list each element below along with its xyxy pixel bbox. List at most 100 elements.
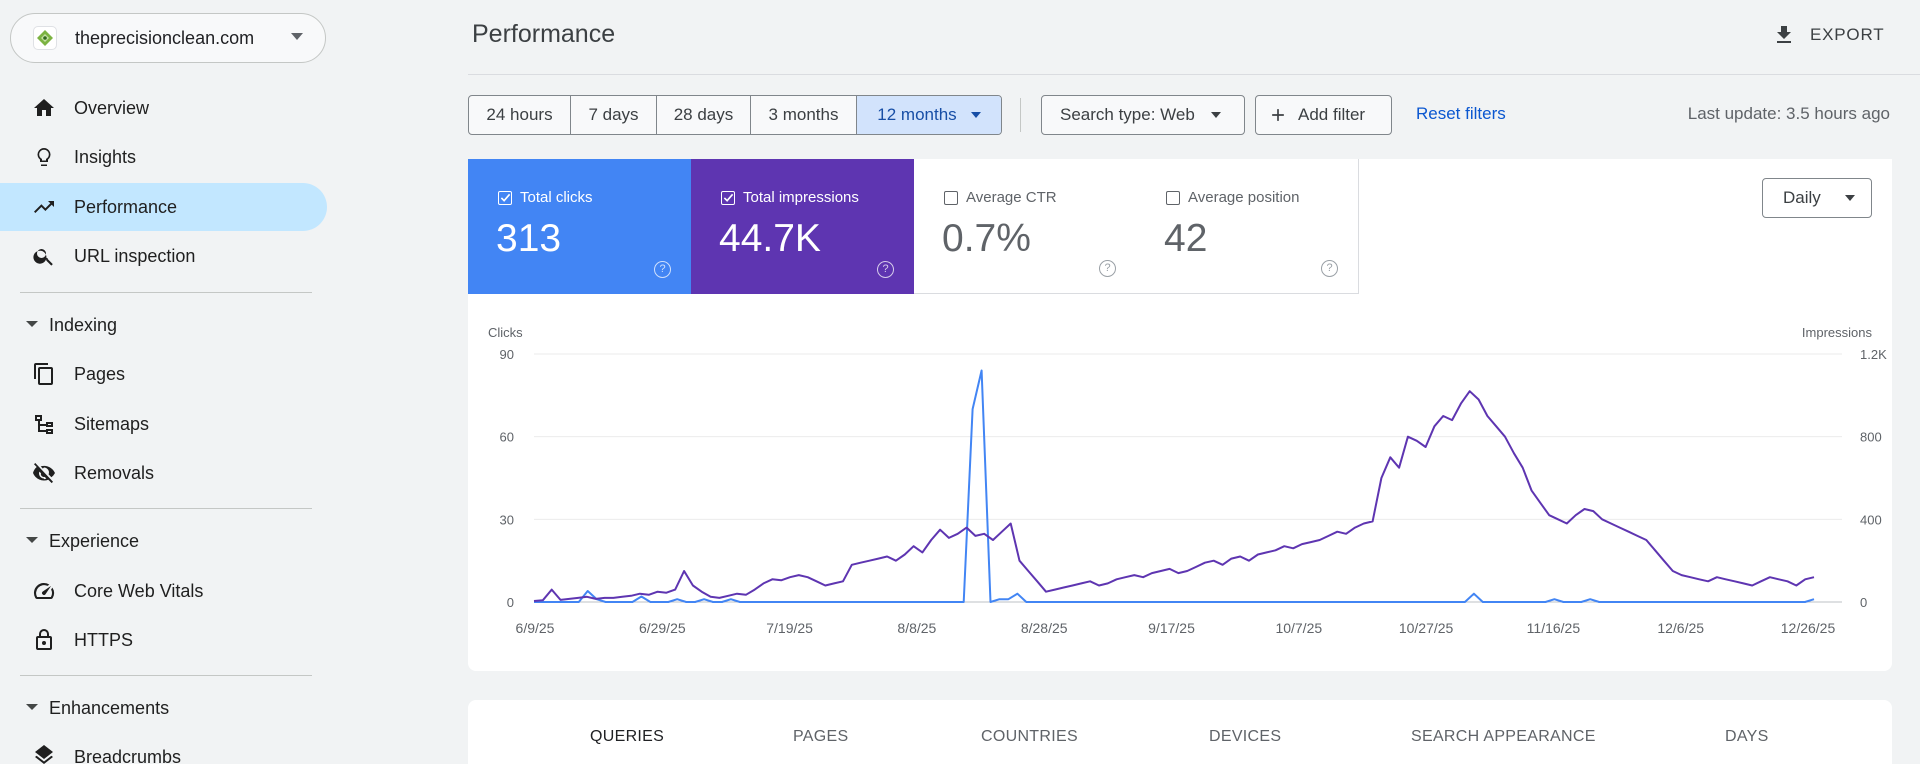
export-label: EXPORT [1810,25,1885,44]
tab-days[interactable]: DAYS [1725,728,1769,745]
trending-up-icon [34,201,54,213]
nav-removals-label: Removals [74,462,155,483]
nav-performance-label: Performance [74,196,178,217]
nav-https-label: HTTPS [74,629,134,650]
pages-icon [34,363,53,385]
tab-queries[interactable]: QUERIES [590,728,665,745]
range-28-days[interactable]: 28 days [657,96,751,134]
date-range-selector: 24 hours 7 days 28 days 3 months 12 mont… [468,95,1002,135]
range-12-months-label: 12 months [877,105,957,124]
nav-breadcrumbs[interactable]: Breadcrumbs [0,733,327,764]
x-tick-label: 12/26/25 [1781,620,1836,636]
metric-clicks-label: Total clicks [520,189,593,206]
range-7-days[interactable]: 7 days [571,96,657,134]
export-button[interactable]: EXPORT [1772,20,1884,50]
section-experience[interactable]: Experience [0,521,330,561]
caret-down-icon [26,704,38,710]
checkbox-unchecked-icon[interactable] [1166,190,1180,205]
sidebar: theprecisionclean.com Overview Insights … [0,0,330,764]
checkbox-checked-icon[interactable] [498,190,512,205]
metric-average-ctr[interactable]: Average CTR 0.7% ? [914,159,1137,294]
tab-search-appearance[interactable]: SEARCH APPEARANCE [1411,728,1596,745]
x-tick-label: 11/16/25 [1527,620,1581,636]
chevron-down-icon [1845,195,1855,201]
section-indexing[interactable]: Indexing [0,305,330,345]
y-left-axis-label: Clicks [488,325,523,340]
nav-performance[interactable]: Performance [0,183,327,231]
property-selector[interactable]: theprecisionclean.com [10,13,326,63]
metric-position-value: 42 [1164,217,1208,260]
granularity-label: Daily [1783,188,1821,207]
help-icon[interactable]: ? [877,261,894,278]
download-icon [1777,26,1791,43]
caret-down-icon [26,537,38,543]
last-update-text: Last update: 3.5 hours ago [1687,104,1890,123]
series-line-impressions [533,390,1815,602]
add-filter-button[interactable]: Add filter [1255,95,1392,135]
nav-url-inspection[interactable]: URL inspection [0,232,327,280]
help-icon[interactable]: ? [1321,260,1338,277]
nav-overview-label: Overview [74,97,150,118]
range-24-hours[interactable]: 24 hours [469,96,571,134]
search-type-label: Search type: Web [1060,105,1195,124]
granularity-selector[interactable]: Daily [1762,178,1872,218]
caret-down-icon [26,321,38,327]
metric-position-label: Average position [1188,189,1300,206]
nav-overview[interactable]: Overview [0,84,327,132]
nav-insights[interactable]: Insights [0,133,327,181]
nav-insights-label: Insights [74,146,137,167]
metric-ctr-label: Average CTR [966,189,1057,206]
nav-https[interactable]: HTTPS [0,616,327,664]
section-enhancements[interactable]: Enhancements [0,688,330,728]
help-icon[interactable]: ? [654,261,671,278]
x-tick-label: 10/27/25 [1399,620,1454,636]
checkbox-unchecked-icon[interactable] [944,190,958,205]
tab-pages[interactable]: PAGES [793,728,849,745]
nav-pages-label: Pages [74,363,126,384]
search-icon [33,249,53,266]
header-divider [468,74,1920,75]
page-title: Performance [472,20,616,48]
y-right-tick-label: 800 [1860,430,1882,445]
metric-total-impressions[interactable]: Total impressions 44.7K ? [691,159,914,294]
tab-countries[interactable]: COUNTRIES [981,728,1078,745]
metric-total-clicks[interactable]: Total clicks 313 ? [468,159,691,294]
y-right-tick-label: 400 [1860,512,1882,527]
metric-impressions-label: Total impressions [743,189,859,206]
reset-filters-link[interactable]: Reset filters [1416,104,1506,123]
x-tick-label: 7/19/25 [766,620,813,636]
x-tick-label: 10/7/25 [1275,620,1322,636]
nav-removals[interactable]: Removals [0,449,327,497]
metric-average-position[interactable]: Average position 42 ? [1136,159,1359,294]
range-3-months[interactable]: 3 months [751,96,857,134]
x-tick-label: 8/28/25 [1021,620,1068,636]
chevron-down-icon [291,33,303,40]
metric-impressions-value: 44.7K [719,217,821,260]
layers-icon [35,745,53,764]
speed-gauge-icon [33,582,55,600]
nav-sitemaps[interactable]: Sitemaps [0,400,327,448]
home-icon [34,99,54,116]
lock-icon [36,629,52,650]
nav-breadcrumbs-label: Breadcrumbs [74,746,182,764]
y-left-tick-label: 60 [500,430,514,445]
visibility-off-icon [33,463,55,484]
nav-core-web-vitals[interactable]: Core Web Vitals [0,567,327,615]
y-left-tick-label: 30 [500,512,514,527]
property-logo-icon [33,26,57,50]
sidebar-divider [20,292,312,293]
sidebar-divider [20,675,312,676]
section-indexing-label: Indexing [49,314,118,335]
help-icon[interactable]: ? [1099,260,1116,277]
range-12-months[interactable]: 12 months [857,96,1001,134]
metric-ctr-value: 0.7% [942,217,1031,260]
y-right-tick-label: 0 [1860,595,1867,610]
tab-devices[interactable]: DEVICES [1209,728,1282,745]
nav-pages[interactable]: Pages [0,350,327,398]
filter-separator [1020,98,1021,132]
search-type-filter[interactable]: Search type: Web [1041,95,1245,135]
performance-card: Total clicks 313 ? Total impressions 44.… [468,159,1892,671]
x-tick-label: 12/6/25 [1657,620,1704,636]
checkbox-checked-icon[interactable] [721,190,735,205]
y-right-axis-label: Impressions [1802,325,1873,340]
